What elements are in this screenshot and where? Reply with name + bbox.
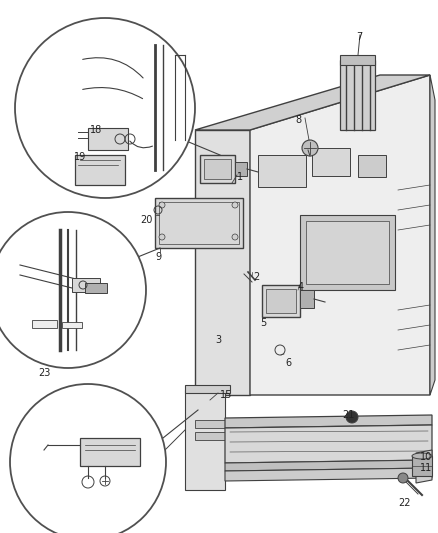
Text: 23: 23: [38, 368, 50, 378]
Text: 19: 19: [74, 152, 86, 162]
Circle shape: [346, 411, 358, 423]
Bar: [258, 155, 306, 187]
Bar: [72, 278, 100, 292]
Circle shape: [15, 18, 195, 198]
Text: 2: 2: [253, 272, 259, 282]
Polygon shape: [225, 460, 432, 471]
Text: 1: 1: [237, 172, 243, 182]
Circle shape: [159, 234, 165, 240]
Bar: [300, 290, 314, 308]
Bar: [195, 432, 225, 440]
Circle shape: [0, 212, 146, 368]
Bar: [32, 320, 57, 328]
Bar: [80, 438, 140, 466]
Text: 6: 6: [285, 358, 291, 368]
Bar: [266, 289, 296, 313]
Text: 20: 20: [140, 215, 152, 225]
Text: 18: 18: [90, 125, 102, 135]
Bar: [75, 155, 125, 185]
Bar: [312, 148, 350, 176]
Circle shape: [159, 202, 165, 208]
Bar: [195, 420, 225, 428]
Text: 10: 10: [420, 452, 432, 462]
Bar: [159, 202, 239, 244]
Text: 3: 3: [215, 335, 221, 345]
Polygon shape: [430, 75, 435, 395]
Text: 22: 22: [398, 498, 410, 508]
Text: 9: 9: [155, 252, 161, 262]
Bar: [88, 128, 128, 150]
Text: 7: 7: [356, 32, 362, 42]
Circle shape: [10, 384, 166, 533]
Polygon shape: [340, 60, 375, 130]
Text: 8: 8: [295, 115, 301, 125]
Circle shape: [232, 202, 238, 208]
Bar: [262, 285, 300, 317]
Bar: [85, 283, 107, 293]
Bar: [235, 162, 247, 176]
Polygon shape: [185, 390, 225, 490]
Circle shape: [398, 473, 408, 483]
Text: 4: 4: [298, 282, 304, 292]
Circle shape: [302, 140, 318, 156]
Text: 11: 11: [420, 463, 432, 473]
Bar: [204, 159, 231, 179]
Text: 5: 5: [260, 318, 266, 328]
Circle shape: [232, 234, 238, 240]
Polygon shape: [225, 425, 432, 463]
Polygon shape: [250, 75, 430, 395]
Bar: [200, 155, 235, 183]
Bar: [412, 456, 432, 476]
Ellipse shape: [412, 453, 432, 459]
Bar: [300, 215, 395, 290]
Polygon shape: [225, 468, 432, 481]
Bar: [358, 155, 386, 177]
Polygon shape: [416, 450, 432, 483]
Polygon shape: [185, 385, 230, 393]
Polygon shape: [225, 415, 432, 428]
Polygon shape: [195, 75, 430, 130]
Bar: [340, 55, 375, 65]
Text: 15: 15: [220, 390, 233, 400]
Polygon shape: [195, 130, 250, 395]
Bar: [306, 221, 389, 284]
Bar: [62, 322, 82, 328]
Text: 21: 21: [342, 410, 354, 420]
Bar: [155, 198, 243, 248]
